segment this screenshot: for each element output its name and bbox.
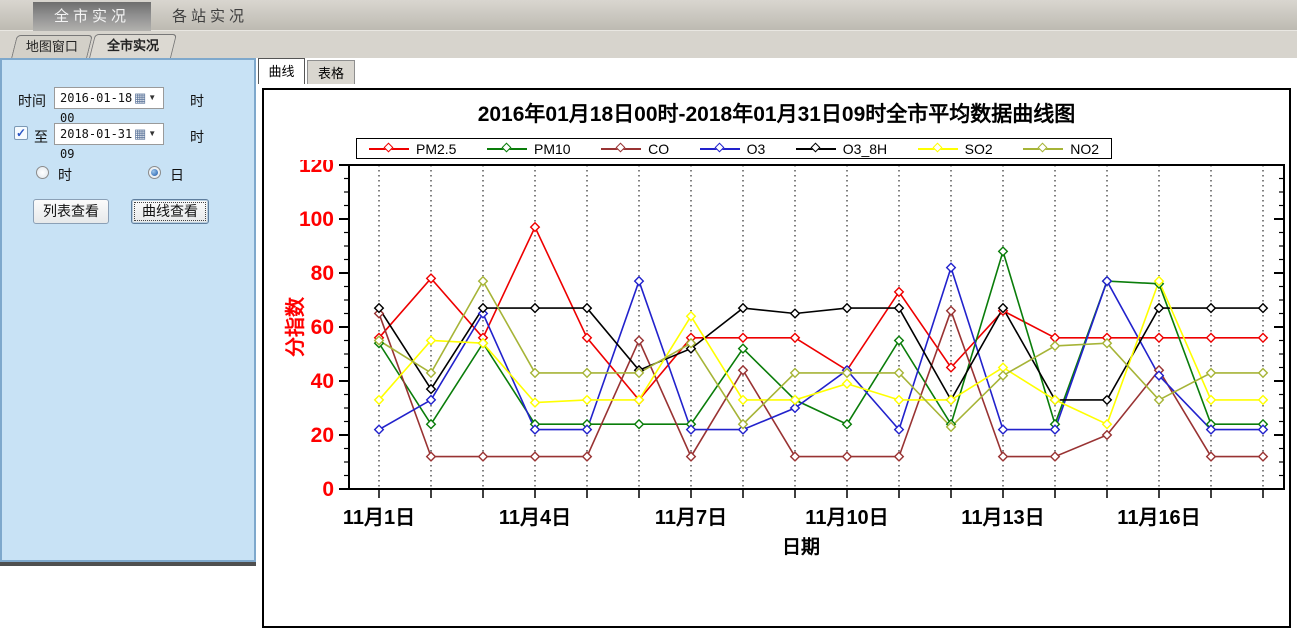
chart-canvas: 0 20 40 60 80 100 120 11月1日 11月4日 11月7日 11月10日 11月1… — [283, 160, 1285, 558]
query-panel: 时间 2016-01-18 00 ▦ ▼ 时 ✓ 至 2018-01-31 09 … — [0, 58, 256, 562]
legend-label: SO2 — [964, 140, 993, 157]
chevron-down-icon: ▼ — [148, 129, 157, 138]
svg-text:11月10日: 11月10日 — [805, 507, 888, 529]
legend-line — [1023, 142, 1064, 152]
radio-hour[interactable] — [36, 166, 49, 179]
window-bottom-edge — [0, 562, 258, 566]
legend-marker-diamond — [615, 142, 626, 152]
top-tab-bar: 全市实况 各站实况 — [0, 0, 1297, 31]
svg-text:11月1日: 11月1日 — [343, 507, 415, 529]
chevron-down-icon: ▼ — [148, 93, 157, 102]
svg-text:0: 0 — [322, 478, 334, 501]
legend-item: NO2 — [1023, 141, 1099, 157]
legend-label: PM2.5 — [416, 140, 457, 157]
svg-text:11月16日: 11月16日 — [1117, 507, 1200, 529]
legend-item: SO2 — [917, 140, 993, 157]
svg-text:40: 40 — [311, 370, 334, 393]
end-time-input[interactable]: 2018-01-31 09 — [54, 123, 164, 161]
legend-label: O3_8H — [842, 140, 888, 157]
legend-line — [369, 142, 409, 152]
legend-item: O3 — [699, 140, 766, 157]
radio-hour-label: 时 — [58, 167, 72, 183]
end-hour-suffix: 时 — [190, 129, 204, 145]
legend-marker-diamond — [810, 142, 821, 152]
legend-line — [486, 142, 527, 152]
sub-tab-citywide[interactable]: 全市实况 — [89, 34, 177, 58]
legend-line — [795, 142, 836, 152]
legend-marker-diamond — [932, 142, 943, 152]
top-tab-citywide[interactable]: 全市实况 — [33, 2, 151, 31]
chart-panel: 曲线 表格 2016年01月18日00时-2018年01月31日09时全市平均数… — [256, 58, 1297, 628]
sub-tab-bar: 地图窗口 全市实况 — [0, 31, 1297, 58]
svg-text:100: 100 — [299, 208, 334, 231]
legend-label: CO — [648, 140, 670, 157]
chart-title: 2016年01月18日00时-2018年01月31日09时全市平均数据曲线图 — [477, 103, 1076, 126]
radio-day-label: 日 — [170, 167, 184, 183]
legend-marker-diamond — [714, 142, 725, 152]
legend-label: NO2 — [1070, 140, 1099, 157]
curve-view-button[interactable]: 曲线查看 — [131, 199, 209, 224]
list-view-button[interactable]: 列表查看 — [33, 199, 109, 224]
svg-text:80: 80 — [311, 262, 334, 285]
end-time-checkbox[interactable]: ✓ — [14, 126, 28, 140]
top-tab-stations[interactable]: 各站实况 — [171, 8, 248, 25]
radio-day[interactable] — [148, 166, 161, 179]
svg-text:120: 120 — [299, 160, 334, 177]
legend-item: CO — [601, 141, 669, 157]
calendar-icon[interactable]: ▦ ▼ — [134, 126, 157, 141]
legend-item: PM10 — [486, 140, 571, 157]
legend-line — [699, 142, 740, 152]
tab-curve[interactable]: 曲线 — [258, 58, 305, 84]
start-hour-suffix: 时 — [190, 93, 204, 109]
legend-line — [917, 142, 958, 152]
legend-marker-diamond — [383, 142, 394, 152]
chart-frame: 2016年01月18日00时-2018年01月31日09时全市平均数据曲线图 P… — [262, 88, 1291, 628]
start-time-label: 时间 — [18, 93, 46, 109]
calendar-icon[interactable]: ▦ ▼ — [134, 90, 157, 105]
start-time-input[interactable]: 2016-01-18 00 — [54, 87, 164, 125]
tab-table[interactable]: 表格 — [307, 60, 355, 84]
legend-item: PM2.5 — [369, 141, 456, 157]
legend-marker-diamond — [1037, 142, 1048, 152]
svg-text:11月7日: 11月7日 — [655, 507, 727, 529]
sub-tab-map-window[interactable]: 地图窗口 — [11, 35, 93, 58]
svg-text:11月13日: 11月13日 — [961, 507, 1044, 529]
legend-label: PM10 — [533, 140, 571, 157]
chart-legend: PM2.5 PM10 CO O3 O3_8H SO2 NO2 — [356, 138, 1112, 159]
svg-text:日期: 日期 — [782, 536, 820, 558]
svg-text:60: 60 — [311, 316, 334, 339]
svg-text:分指数: 分指数 — [283, 296, 307, 357]
svg-text:20: 20 — [311, 424, 334, 447]
end-time-label: 至 — [34, 129, 48, 145]
legend-marker-diamond — [501, 142, 512, 152]
svg-text:11月4日: 11月4日 — [499, 507, 571, 529]
legend-item: O3_8H — [795, 140, 888, 157]
legend-line — [601, 142, 642, 152]
legend-label: O3 — [746, 140, 766, 157]
